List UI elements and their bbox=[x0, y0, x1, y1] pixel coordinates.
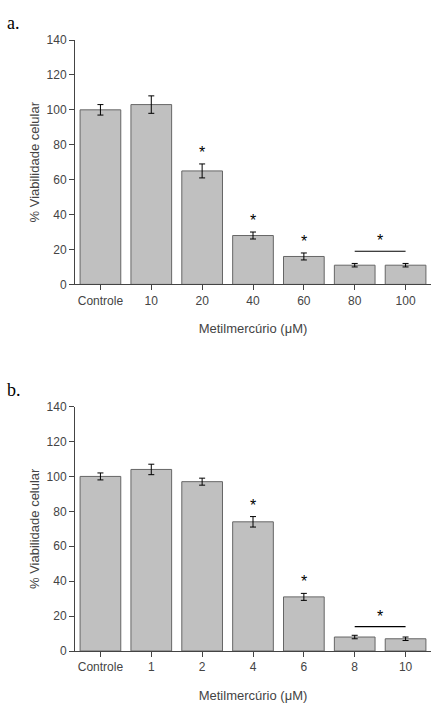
svg-text:Controle: Controle bbox=[78, 660, 124, 674]
svg-text:*: * bbox=[301, 573, 307, 590]
svg-text:*: * bbox=[377, 232, 383, 249]
svg-text:60: 60 bbox=[53, 539, 67, 553]
svg-text:140: 140 bbox=[47, 400, 67, 414]
svg-text:Controle: Controle bbox=[78, 294, 124, 308]
svg-text:40: 40 bbox=[246, 294, 260, 308]
svg-text:a.: a. bbox=[7, 13, 20, 33]
svg-text:80: 80 bbox=[53, 138, 67, 152]
svg-text:Metilmercúrio (μM): Metilmercúrio (μM) bbox=[199, 321, 308, 336]
svg-text:10: 10 bbox=[145, 294, 159, 308]
svg-text:20: 20 bbox=[195, 294, 209, 308]
svg-text:120: 120 bbox=[47, 435, 67, 449]
svg-text:10: 10 bbox=[399, 660, 413, 674]
svg-text:80: 80 bbox=[53, 505, 67, 519]
svg-text:*: * bbox=[199, 144, 205, 161]
svg-text:20: 20 bbox=[53, 243, 67, 257]
svg-text:b.: b. bbox=[7, 380, 21, 400]
svg-text:0: 0 bbox=[60, 278, 67, 292]
svg-text:6: 6 bbox=[301, 660, 308, 674]
svg-text:2: 2 bbox=[199, 660, 206, 674]
svg-text:60: 60 bbox=[53, 173, 67, 187]
svg-text:100: 100 bbox=[396, 294, 416, 308]
svg-text:20: 20 bbox=[53, 609, 67, 623]
svg-text:100: 100 bbox=[47, 103, 67, 117]
svg-text:% Viabilidade celular: % Viabilidade celular bbox=[27, 101, 42, 222]
svg-text:60: 60 bbox=[297, 294, 311, 308]
svg-text:Metilmercúrio (μM): Metilmercúrio (μM) bbox=[199, 688, 308, 703]
svg-text:80: 80 bbox=[348, 294, 362, 308]
svg-text:*: * bbox=[250, 497, 256, 514]
svg-text:120: 120 bbox=[47, 68, 67, 82]
svg-text:40: 40 bbox=[53, 208, 67, 222]
svg-text:0: 0 bbox=[60, 644, 67, 658]
svg-text:8: 8 bbox=[351, 660, 358, 674]
svg-text:140: 140 bbox=[47, 33, 67, 47]
svg-text:40: 40 bbox=[53, 574, 67, 588]
svg-text:4: 4 bbox=[250, 660, 257, 674]
svg-text:100: 100 bbox=[47, 470, 67, 484]
svg-text:% Viabilidade celular: % Viabilidade celular bbox=[27, 468, 42, 589]
svg-text:*: * bbox=[250, 212, 256, 229]
svg-text:*: * bbox=[301, 233, 307, 250]
svg-text:1: 1 bbox=[148, 660, 155, 674]
svg-text:*: * bbox=[377, 608, 383, 625]
